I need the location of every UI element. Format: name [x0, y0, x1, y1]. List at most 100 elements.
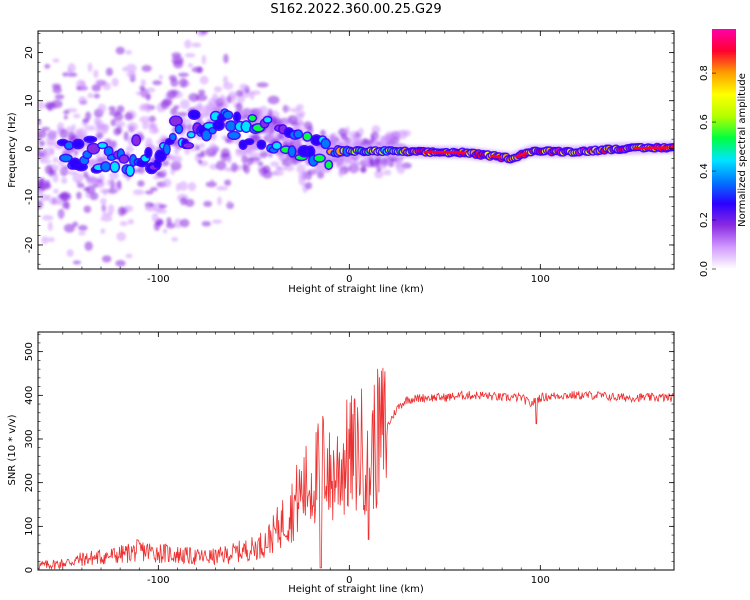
spectrogram-blob	[220, 148, 231, 158]
spectrogram-blob	[249, 90, 255, 101]
spectrogram-blob	[60, 155, 72, 161]
snr-axes: -100 0 100 0 100 200 300 400 500	[24, 332, 675, 586]
spectrogram-blob	[396, 164, 406, 174]
spectrogram-blob	[78, 231, 86, 236]
spectrogram-blob	[296, 104, 304, 111]
y-tick-label: 20	[24, 46, 35, 59]
spectrogram-blob	[145, 102, 151, 113]
spectrogram-blob	[139, 104, 148, 112]
spectrogram-blob	[383, 135, 396, 144]
spectrogram-blob	[223, 75, 229, 85]
spectrogram-blob	[179, 197, 187, 206]
spectrogram-blob	[161, 159, 170, 167]
spectrogram-blob	[236, 96, 245, 104]
spectrogram-blob	[72, 172, 84, 183]
spectrogram-blob	[83, 205, 92, 213]
spectrogram-blob	[71, 124, 76, 132]
spectrogram-blob	[151, 212, 159, 223]
spectrogram-blob	[107, 204, 115, 214]
spectrogram-blob	[125, 49, 133, 55]
spectrogram-blob	[243, 164, 250, 174]
spectrogram-blob	[170, 116, 182, 126]
spectrogram-blob	[172, 155, 183, 164]
spectrogram-blob	[522, 152, 528, 155]
spectrogram-blob	[189, 111, 200, 119]
spectrogram-blob	[115, 260, 126, 267]
spectrogram-blob	[113, 127, 121, 136]
spectrogram-blob	[349, 130, 360, 139]
spectrogram-blob	[217, 196, 222, 206]
spectrogram-blob	[114, 121, 126, 128]
spectrogram-blob	[305, 182, 313, 190]
spectrogram-blob	[234, 112, 240, 122]
spectrogram-blob	[154, 160, 161, 168]
spectrogram-blob	[101, 162, 110, 171]
colorbar-tick-label: 0.0	[699, 261, 710, 277]
spectrogram-blob	[149, 203, 155, 208]
spectrogram-blob	[247, 152, 260, 158]
spectrogram-blob	[215, 160, 227, 171]
spectrogram-blob	[170, 107, 178, 116]
spectrogram-blob	[117, 206, 126, 217]
spectrogram-blob	[383, 169, 392, 176]
spectrogram-blob	[51, 99, 63, 109]
spectrogram-blob	[95, 132, 104, 139]
spectrogram-blob	[314, 154, 325, 162]
spectrogram-blob	[99, 123, 110, 132]
spectrogram-blob	[116, 180, 122, 190]
spectrogram-blob	[265, 128, 271, 137]
spectrogram-blob	[158, 204, 167, 209]
spectrogram-blob	[235, 148, 247, 157]
spectrogram-blob	[140, 79, 146, 87]
spectrogram-blob	[289, 146, 295, 157]
spectrogram-blob	[111, 77, 119, 87]
spectrogram-blob	[105, 67, 114, 77]
colorbar-ticks: 0.0 0.2 0.4 0.6 0.8	[699, 65, 716, 277]
spectrogram-blob	[239, 83, 248, 91]
spectrogram-blob	[199, 142, 206, 148]
spectrogram-blob	[197, 159, 203, 165]
spectrogram-blob	[213, 120, 224, 130]
spectrogram-blob	[165, 222, 176, 229]
spectrogram-blob	[98, 143, 107, 148]
spectrogram-blob	[142, 121, 149, 130]
spectrogram-blob	[173, 218, 183, 229]
spectrogram-blob	[222, 82, 234, 90]
spectrogram-blob	[228, 132, 240, 139]
spectrogram-blob	[66, 249, 74, 257]
y-tick-label: 500	[24, 342, 35, 361]
spectrogram-blob	[360, 167, 367, 173]
spectrogram-blob	[41, 126, 51, 131]
spectrogram-blob	[144, 206, 157, 212]
spectrogram-blob	[209, 128, 216, 134]
spectrogram-blob	[152, 175, 161, 180]
spectrogram-blob	[264, 117, 271, 123]
spectrogram-blob	[92, 179, 100, 186]
spectrogram-blob	[141, 65, 152, 72]
spectrogram-blob	[245, 139, 253, 144]
spectrogram-blob	[246, 157, 254, 166]
spectrogram-blob	[227, 200, 232, 206]
spectrogram-blob	[125, 253, 133, 259]
spectrogram-blob	[188, 92, 200, 102]
spectrogram-frame	[37, 30, 675, 270]
spectrogram-blob	[67, 63, 76, 73]
spectrogram-blob	[303, 132, 311, 141]
spectrogram-blob	[298, 172, 309, 180]
spectrogram-blob	[101, 202, 106, 213]
spectrogram-blob	[63, 223, 75, 233]
spectrogram-blob	[76, 191, 82, 200]
spectrogram-blob	[329, 137, 336, 148]
spectrogram-blob	[191, 66, 203, 73]
spectrogram-blob	[116, 105, 125, 113]
spectrogram-blob	[78, 224, 88, 232]
spectrogram-blob	[61, 165, 68, 173]
spectrogram-blob	[162, 228, 168, 234]
spectrogram-blob	[72, 260, 82, 265]
spectrogram-blob	[144, 190, 154, 195]
spectrogram-blob	[100, 228, 106, 234]
spectrogram-blob	[132, 135, 140, 145]
spectrogram-blob	[200, 109, 211, 119]
spectrogram-blob	[44, 164, 53, 175]
spectrogram-blob	[73, 113, 81, 119]
